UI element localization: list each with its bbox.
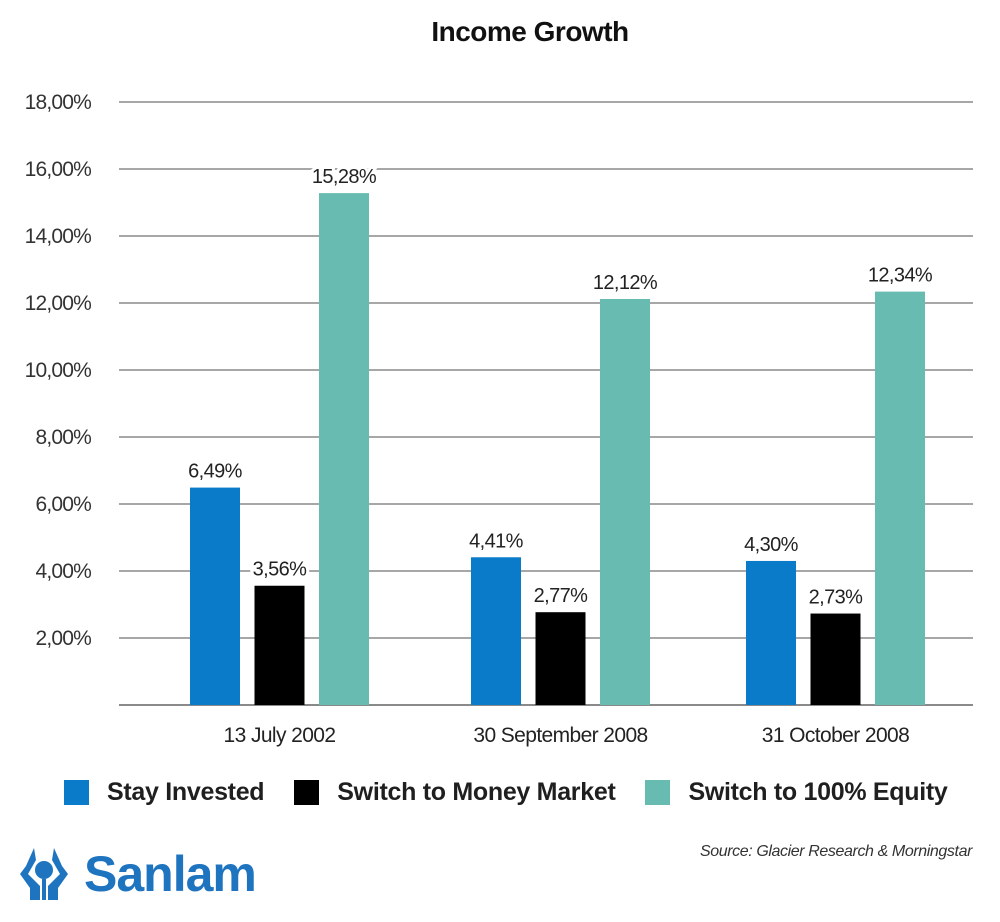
bar	[746, 560, 796, 705]
data-label: 2,77%	[534, 585, 589, 607]
data-label: 12,34%	[868, 265, 933, 287]
legend-swatch-equity	[645, 780, 671, 805]
legend-item-money-market: Switch to Money Market	[294, 778, 616, 807]
bar	[875, 291, 925, 705]
y-tick-label: 16,00%	[25, 158, 92, 181]
bar	[190, 487, 240, 705]
sanlam-logo: Sanlam	[20, 845, 257, 903]
y-tick-label: 18,00%	[25, 91, 92, 114]
data-label: 2,73%	[809, 587, 864, 609]
x-tick-label: 30 September 2008	[473, 724, 647, 747]
legend: Stay Invested Switch to Money Market Swi…	[64, 778, 948, 807]
data-label: 15,28%	[312, 166, 377, 188]
y-tick-label: 4,00%	[35, 560, 91, 583]
y-tick-label: 8,00%	[35, 426, 91, 449]
legend-item-equity: Switch to 100% Equity	[645, 778, 948, 807]
legend-label: Switch to 100% Equity	[688, 778, 948, 806]
y-axis-ticks: 2,00% 4,00% 6,00% 8,00% 10,00% 12,00% 14,00% 16…	[25, 91, 92, 650]
data-label: 12,12%	[593, 272, 658, 294]
data-label: 3,56%	[253, 559, 308, 581]
chart-title: Income Growth	[431, 16, 629, 47]
brand-name: Sanlam	[84, 846, 257, 902]
y-tick-label: 12,00%	[25, 292, 92, 315]
legend-item-stay-invested: Stay Invested	[64, 778, 265, 807]
bar	[254, 585, 305, 705]
legend-swatch-stay-invested	[64, 780, 89, 805]
sanlam-emblem-icon	[20, 848, 68, 900]
y-tick-label: 14,00%	[25, 225, 92, 248]
source-note: Source: Glacier Research & Morningstar	[699, 843, 972, 860]
y-tick-label: 2,00%	[35, 627, 91, 650]
x-tick-label: 31 October 2008	[762, 724, 909, 747]
bar	[471, 557, 521, 705]
bars	[190, 193, 925, 705]
bar	[319, 193, 369, 705]
data-label: 4,30%	[744, 534, 799, 556]
bar	[810, 613, 861, 705]
bar-chart: 2,00% 4,00% 6,00% 8,00% 10,00% 12,00% 14,00% 16…	[25, 91, 973, 747]
y-tick-label: 10,00%	[25, 359, 92, 382]
legend-label: Stay Invested	[107, 778, 265, 806]
x-axis-ticks: 13 July 2002 30 September 2008 31 October …	[224, 724, 910, 747]
data-labels: 6,49% 3,56% 15,28% 4,41% 2,77% 12,12% 4,30% 2,7…	[185, 163, 936, 611]
x-tick-label: 13 July 2002	[224, 724, 336, 747]
legend-label: Switch to Money Market	[337, 778, 616, 806]
legend-swatch-money-market	[294, 780, 320, 805]
y-tick-label: 6,00%	[35, 493, 91, 516]
data-label: 6,49%	[188, 461, 243, 483]
data-label: 4,41%	[469, 530, 524, 552]
bar	[600, 298, 650, 705]
bar	[535, 612, 586, 705]
